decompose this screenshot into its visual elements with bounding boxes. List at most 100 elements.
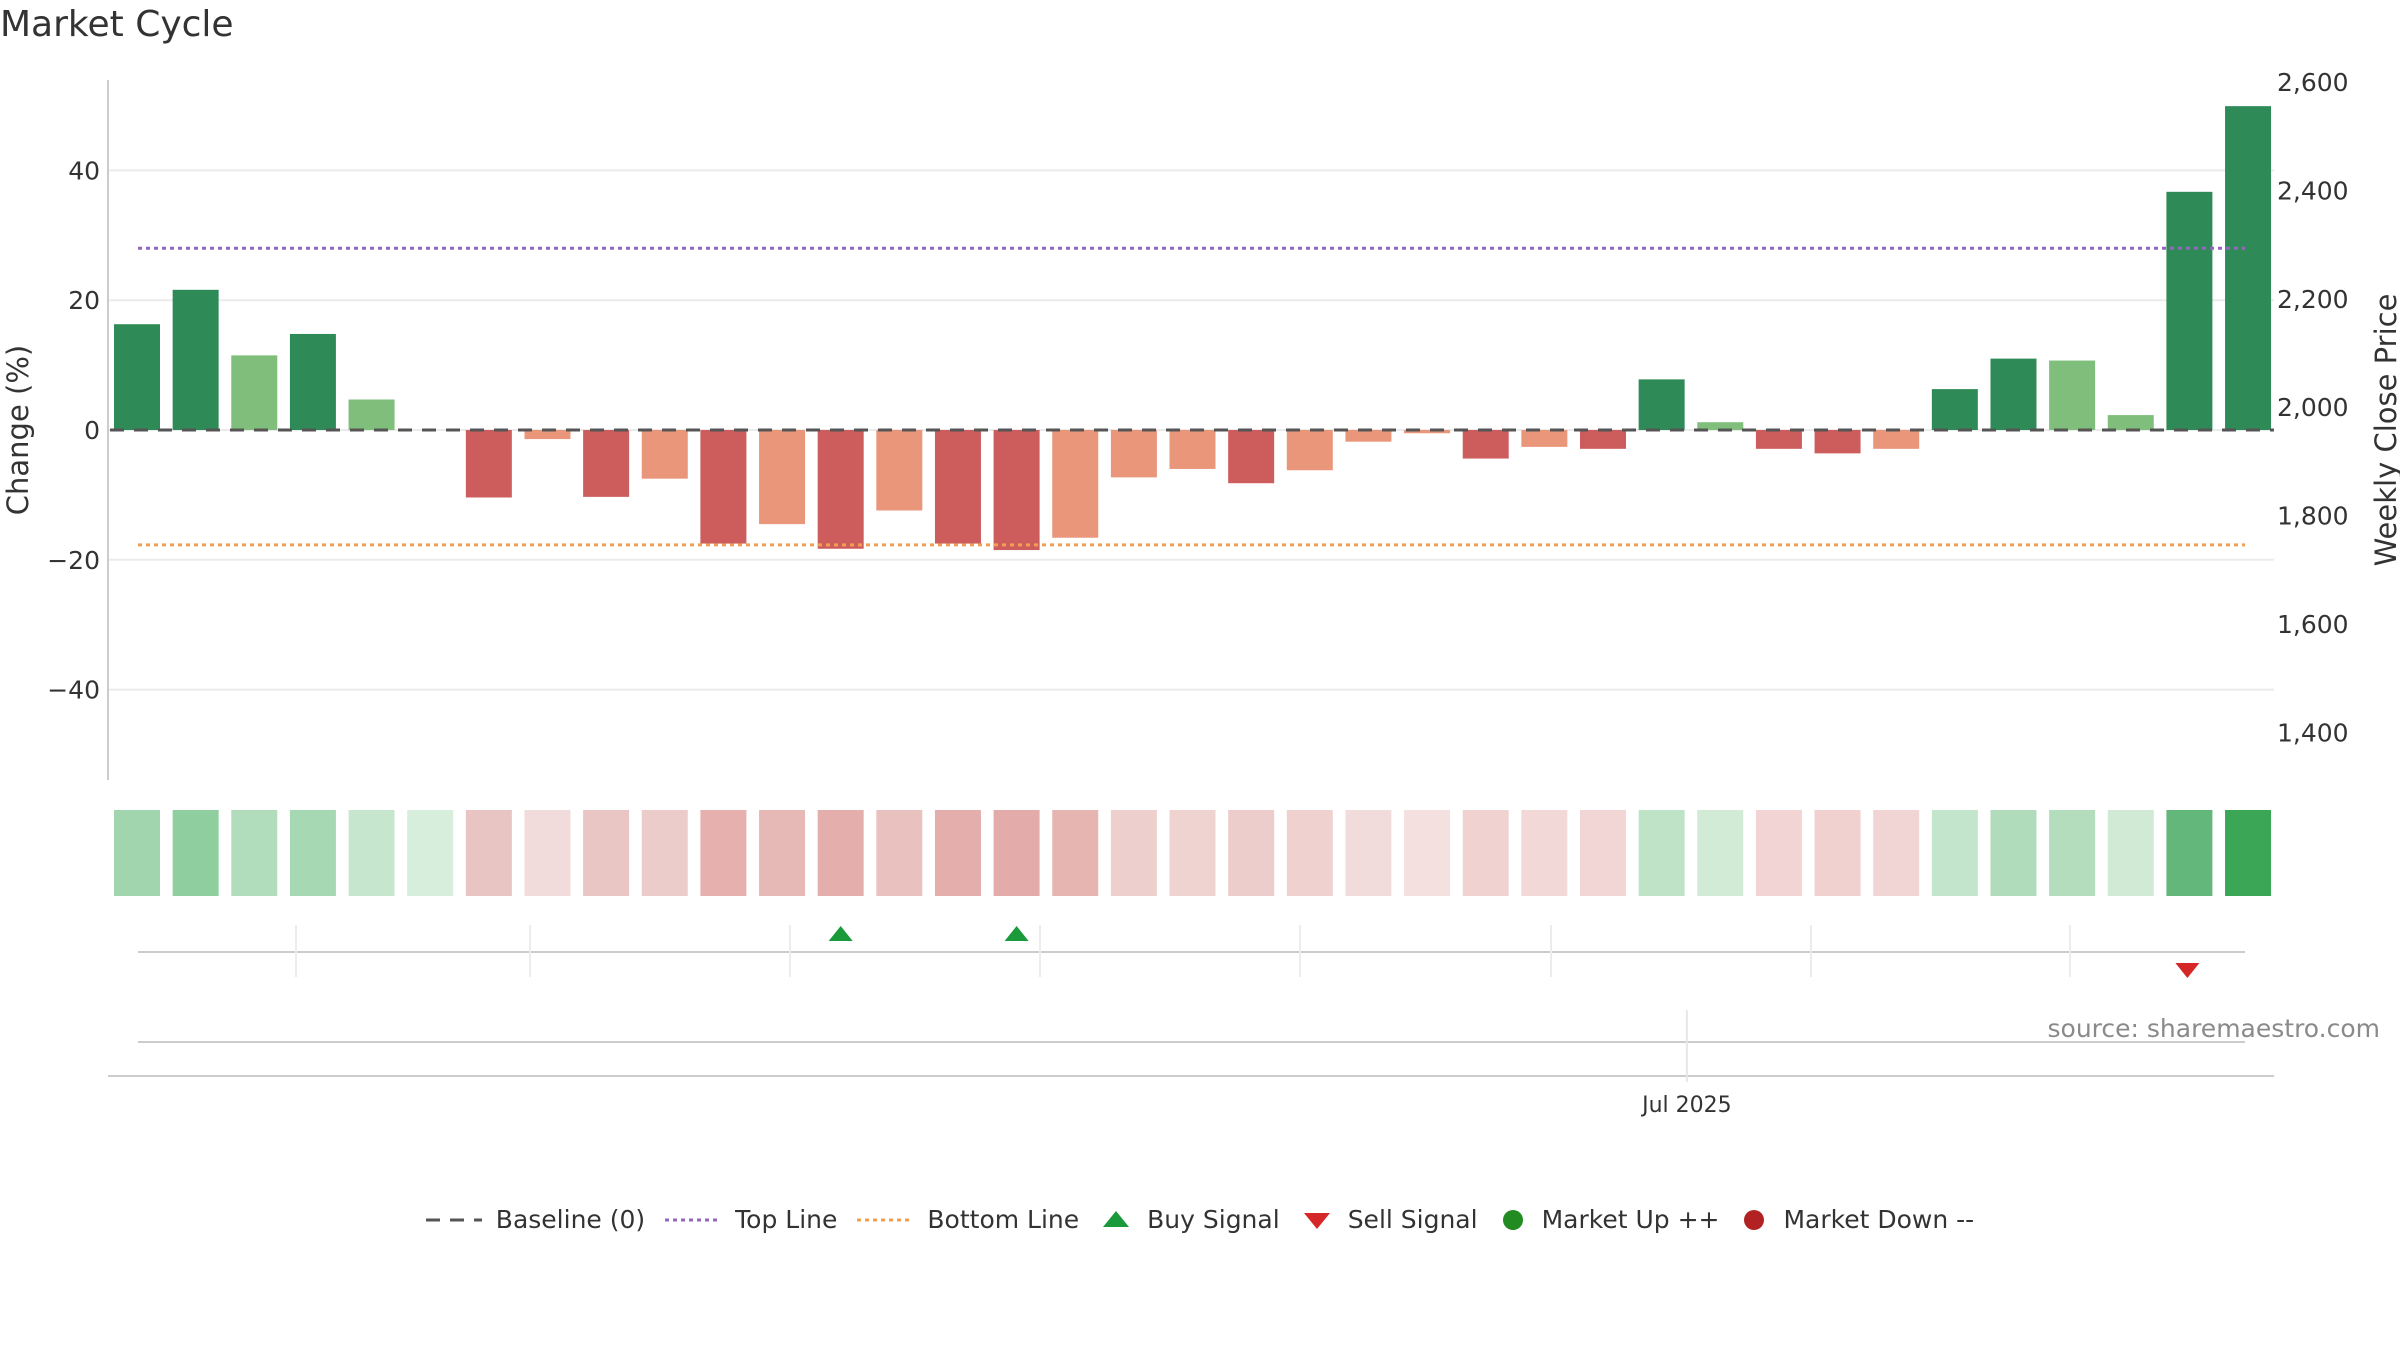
bar xyxy=(524,430,571,440)
heat-cell xyxy=(2225,810,2272,896)
dotted-line-icon xyxy=(665,1218,722,1221)
legend-item-market-up[interactable]: Market Up ++ xyxy=(1498,1205,1720,1234)
heat-cell xyxy=(524,810,571,896)
heat-cell xyxy=(2166,810,2213,896)
legend-label-buy-signal: Buy Signal xyxy=(1147,1205,1280,1234)
legend-label-sell-signal: Sell Signal xyxy=(1347,1205,1478,1234)
heat-cell xyxy=(1345,810,1392,896)
heat-cell xyxy=(2049,810,2096,896)
heat-cell xyxy=(1169,810,1216,896)
heat-cell xyxy=(1755,810,1802,896)
bar xyxy=(1169,430,1216,469)
bar xyxy=(1521,430,1568,447)
bar xyxy=(1873,430,1920,449)
bar xyxy=(934,430,981,544)
dashed-line-icon xyxy=(425,1218,482,1221)
right-axis-label: Weekly Close Price xyxy=(2369,294,2400,567)
right-tick-label: 1,400 xyxy=(2277,718,2349,747)
legend-item-bottom-line[interactable]: Bottom Line xyxy=(857,1205,1079,1234)
bar xyxy=(1697,422,1744,430)
bar xyxy=(1404,430,1451,434)
bar xyxy=(348,399,395,430)
heat-cell xyxy=(172,810,219,896)
buy-signal-marker xyxy=(1004,926,1029,941)
left-axis-label: Change (%) xyxy=(1,345,35,515)
bar xyxy=(2225,106,2272,431)
bar xyxy=(1052,430,1099,538)
bar xyxy=(1286,430,1333,471)
heat-cell xyxy=(1521,810,1568,896)
bar xyxy=(1814,430,1861,454)
heat-cell xyxy=(641,810,688,896)
bar xyxy=(465,430,512,498)
bar xyxy=(172,289,219,430)
heat-cell xyxy=(1697,810,1744,896)
legend-label-baseline: Baseline (0) xyxy=(495,1205,646,1234)
heat-cell xyxy=(1990,810,2037,896)
bar xyxy=(1580,430,1626,449)
legend-label-market-down: Market Down -- xyxy=(1783,1205,1975,1234)
bar xyxy=(1638,379,1685,430)
bar xyxy=(817,430,864,549)
right-tick-label: 2,000 xyxy=(2277,393,2349,422)
bar xyxy=(1228,430,1275,484)
bar xyxy=(583,430,630,497)
heat-cell xyxy=(993,810,1040,896)
dotted-line-icon xyxy=(857,1218,914,1221)
legend-label-bottom-line: Bottom Line xyxy=(927,1205,1080,1234)
legend-item-baseline[interactable]: Baseline (0) xyxy=(425,1205,646,1234)
left-tick-label: 40 xyxy=(68,156,100,185)
triangle-up-icon xyxy=(1103,1210,1130,1227)
legend-label-market-up: Market Up ++ xyxy=(1541,1205,1720,1234)
legend-label-top-line: Top Line xyxy=(735,1205,838,1234)
heat-cell xyxy=(1580,810,1626,896)
triangle-down-icon xyxy=(1303,1212,1330,1229)
heat-cell xyxy=(934,810,981,896)
buy-signal-marker xyxy=(828,926,853,941)
legend: Baseline (0) Top Line Bottom Line Buy Si… xyxy=(0,1205,2400,1234)
sell-signal-marker xyxy=(2175,963,2200,978)
heat-cell xyxy=(1814,810,1861,896)
heat-cell xyxy=(1462,810,1509,896)
bar xyxy=(876,430,923,511)
legend-item-sell-signal[interactable]: Sell Signal xyxy=(1300,1205,1478,1234)
heat-cell xyxy=(1873,810,1920,896)
bar xyxy=(1110,430,1157,478)
right-tick-label: 2,600 xyxy=(2277,68,2349,97)
heat-cell xyxy=(1638,810,1685,896)
legend-item-top-line[interactable]: Top Line xyxy=(665,1205,837,1234)
circle-icon xyxy=(1502,1209,1523,1230)
heat-cell xyxy=(465,810,512,896)
bar xyxy=(1755,430,1802,449)
left-tick-label: 20 xyxy=(68,286,100,315)
heat-cell xyxy=(1110,810,1157,896)
heat-cell xyxy=(114,810,160,896)
bar xyxy=(231,355,278,430)
heat-cell xyxy=(876,810,923,896)
heat-cell xyxy=(583,810,630,896)
left-tick-label: −20 xyxy=(47,546,100,575)
heat-cell xyxy=(1286,810,1333,896)
legend-item-buy-signal[interactable]: Buy Signal xyxy=(1099,1205,1280,1234)
bar xyxy=(1931,389,1978,430)
heat-cell xyxy=(1228,810,1275,896)
chart-title: Market Cycle xyxy=(0,4,234,45)
right-tick-label: 1,800 xyxy=(2277,502,2349,531)
bar xyxy=(700,430,747,544)
bar xyxy=(759,430,806,525)
left-tick-label: −40 xyxy=(47,676,100,705)
bar xyxy=(289,333,336,430)
bar xyxy=(1345,430,1392,442)
bar xyxy=(1462,430,1509,459)
heat-cell xyxy=(817,810,864,896)
bar xyxy=(993,430,1040,551)
heat-cell xyxy=(348,810,395,896)
bar xyxy=(2107,415,2154,430)
bar xyxy=(2166,191,2213,430)
legend-item-market-down[interactable]: Market Down -- xyxy=(1739,1205,1974,1234)
right-tick-label: 2,200 xyxy=(2277,285,2349,314)
x-tick-label: Jul 2025 xyxy=(1640,1093,1732,1118)
bar xyxy=(641,430,688,479)
bar xyxy=(1990,358,2037,430)
